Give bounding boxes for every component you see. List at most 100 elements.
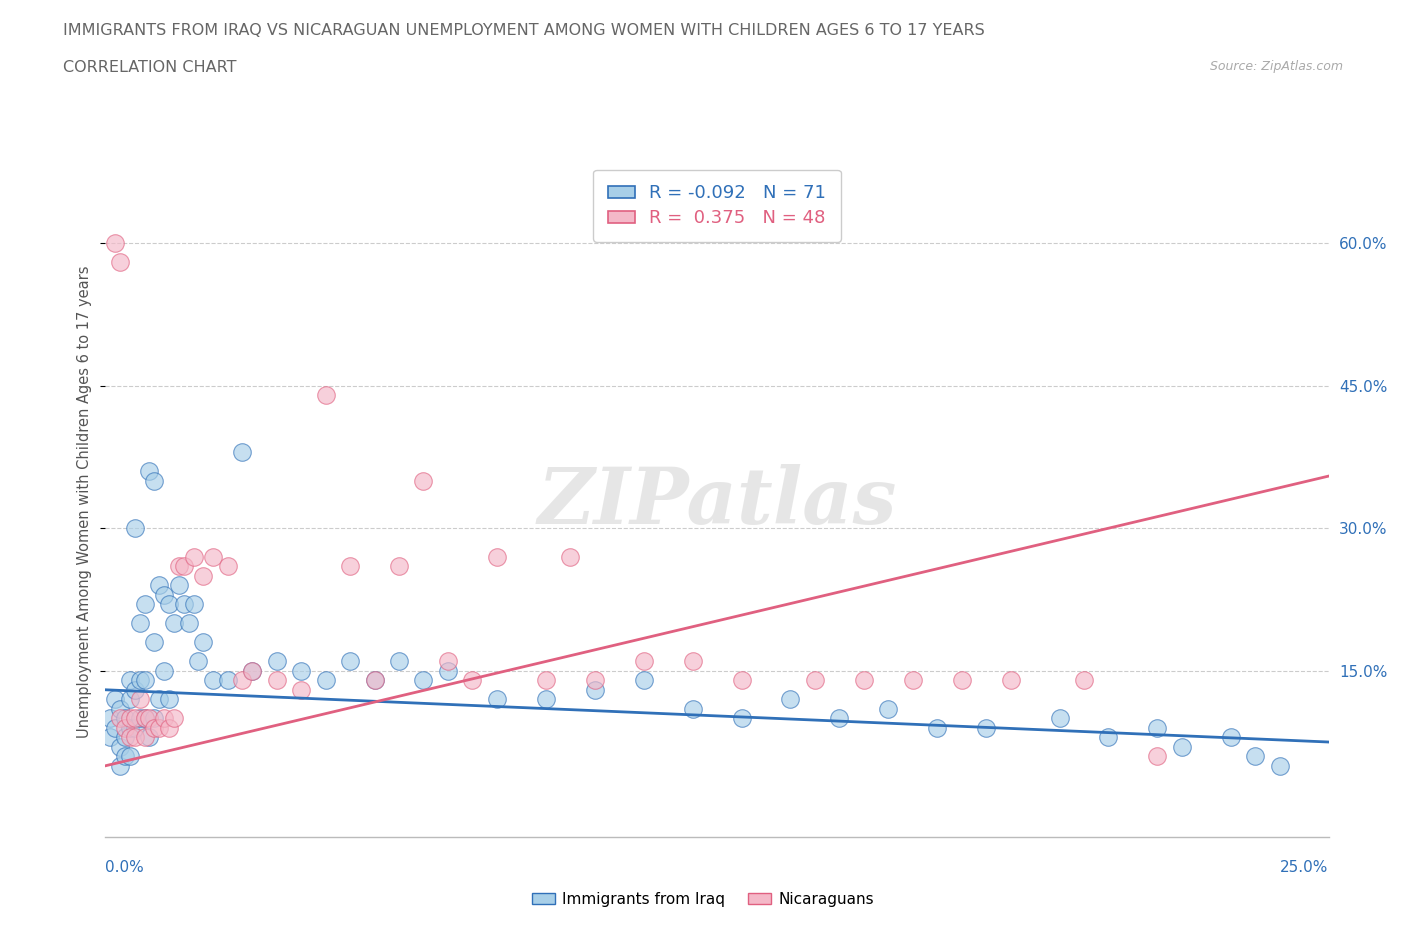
Point <box>534 672 557 687</box>
Point <box>1146 749 1168 764</box>
Text: Source: ZipAtlas.com: Source: ZipAtlas.com <box>1209 60 1343 73</box>
Point <box>134 711 156 725</box>
Point <box>202 672 225 687</box>
Point <box>128 616 150 631</box>
Point <box>118 721 141 736</box>
Point <box>143 721 166 736</box>
Point <box>193 635 215 650</box>
Point <box>1268 758 1291 773</box>
Point <box>157 721 180 736</box>
Point <box>148 578 170 592</box>
Point <box>128 711 150 725</box>
Point <box>583 672 606 687</box>
Point <box>177 616 200 631</box>
Point <box>157 692 180 707</box>
Point <box>104 692 127 707</box>
Point <box>901 672 924 687</box>
Point <box>134 711 156 725</box>
Point <box>167 559 190 574</box>
Point <box>412 672 434 687</box>
Point <box>388 654 411 669</box>
Point <box>157 597 180 612</box>
Point <box>104 721 127 736</box>
Text: ZIPatlas: ZIPatlas <box>537 464 897 540</box>
Point <box>124 711 146 725</box>
Point <box>388 559 411 574</box>
Point <box>118 730 141 745</box>
Point <box>148 692 170 707</box>
Point <box>927 721 949 736</box>
Point <box>134 597 156 612</box>
Point <box>485 550 508 565</box>
Point <box>118 672 141 687</box>
Point <box>183 550 205 565</box>
Point <box>730 711 752 725</box>
Point <box>730 672 752 687</box>
Point <box>118 711 141 725</box>
Point <box>183 597 205 612</box>
Point <box>828 711 851 725</box>
Point <box>118 692 141 707</box>
Point <box>143 711 166 725</box>
Point <box>108 711 131 725</box>
Point <box>852 672 875 687</box>
Point <box>779 692 801 707</box>
Text: IMMIGRANTS FROM IRAQ VS NICARAGUAN UNEMPLOYMENT AMONG WOMEN WITH CHILDREN AGES 6: IMMIGRANTS FROM IRAQ VS NICARAGUAN UNEMP… <box>63 23 986 38</box>
Point <box>148 721 170 736</box>
Point <box>108 758 131 773</box>
Point <box>240 663 263 678</box>
Point <box>266 672 288 687</box>
Point <box>217 672 239 687</box>
Point <box>98 711 121 725</box>
Point <box>1171 739 1194 754</box>
Point <box>104 236 127 251</box>
Point <box>108 255 131 270</box>
Text: 0.0%: 0.0% <box>105 860 145 875</box>
Point <box>187 654 209 669</box>
Point <box>134 730 156 745</box>
Point <box>633 672 655 687</box>
Point <box>1073 672 1095 687</box>
Point <box>108 701 131 716</box>
Point <box>633 654 655 669</box>
Point <box>124 683 146 698</box>
Point <box>682 654 704 669</box>
Point <box>124 721 146 736</box>
Point <box>138 730 160 745</box>
Point <box>534 692 557 707</box>
Point <box>974 721 997 736</box>
Point <box>98 730 121 745</box>
Point <box>1219 730 1241 745</box>
Point <box>124 730 146 745</box>
Point <box>193 568 215 583</box>
Point <box>128 672 150 687</box>
Point <box>153 663 176 678</box>
Y-axis label: Unemployment Among Women with Children Ages 6 to 17 years: Unemployment Among Women with Children A… <box>77 266 93 738</box>
Point <box>290 663 312 678</box>
Text: CORRELATION CHART: CORRELATION CHART <box>63 60 236 75</box>
Point <box>114 749 136 764</box>
Point <box>363 672 385 687</box>
Point <box>583 683 606 698</box>
Legend: R = -0.092   N = 71, R =  0.375   N = 48: R = -0.092 N = 71, R = 0.375 N = 48 <box>593 170 841 242</box>
Point <box>315 388 337 403</box>
Point <box>339 654 361 669</box>
Point <box>240 663 263 678</box>
Point <box>167 578 190 592</box>
Point <box>266 654 288 669</box>
Point <box>437 654 460 669</box>
Point <box>143 473 166 488</box>
Point <box>1000 672 1022 687</box>
Point <box>173 559 195 574</box>
Text: 25.0%: 25.0% <box>1281 860 1329 875</box>
Point <box>315 672 337 687</box>
Point <box>363 672 385 687</box>
Point <box>804 672 827 687</box>
Point <box>114 711 136 725</box>
Point <box>1097 730 1119 745</box>
Point <box>128 692 150 707</box>
Point <box>114 721 136 736</box>
Point <box>1146 721 1168 736</box>
Point <box>108 739 131 754</box>
Point <box>1049 711 1071 725</box>
